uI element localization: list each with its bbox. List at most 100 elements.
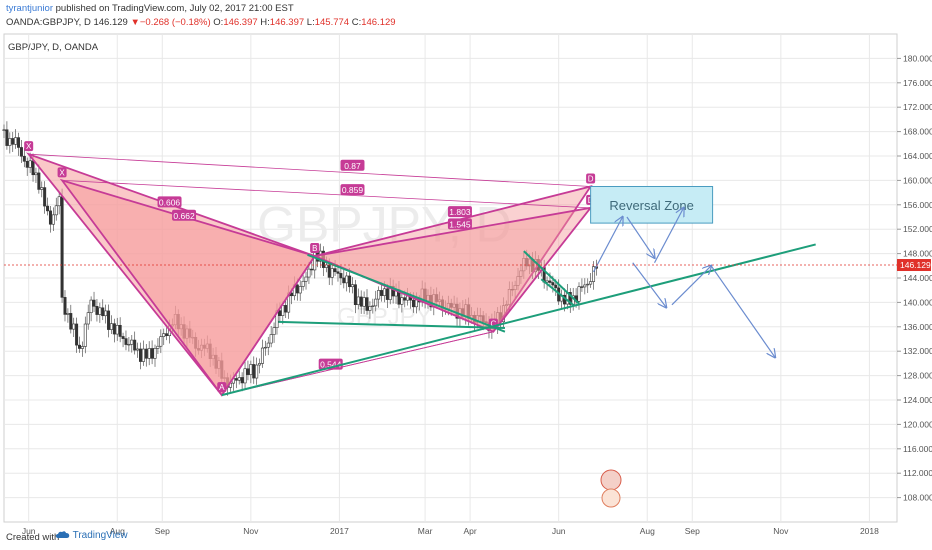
x-tick-label: Mar bbox=[418, 526, 433, 536]
candle-body bbox=[290, 292, 294, 297]
pattern-point-badge bbox=[586, 173, 596, 184]
y-tick-label: 148.000 bbox=[903, 249, 932, 259]
candle-body bbox=[138, 348, 142, 362]
candle-body bbox=[63, 297, 67, 315]
candle-body bbox=[101, 307, 105, 317]
author-badge-icon bbox=[600, 469, 622, 491]
candle-body bbox=[112, 323, 116, 335]
candle-body bbox=[121, 336, 125, 339]
x-tick-label: Apr bbox=[463, 526, 476, 536]
candle-body bbox=[95, 306, 99, 315]
pattern-point-label: C bbox=[490, 320, 496, 329]
candle-body bbox=[374, 298, 378, 307]
candle-body bbox=[269, 334, 273, 344]
scenario-arrow bbox=[671, 266, 711, 306]
trendline bbox=[540, 278, 576, 307]
candle-body bbox=[11, 138, 15, 145]
high-value: 146.397 bbox=[269, 17, 305, 28]
y-tick-label: 112.000 bbox=[903, 468, 932, 478]
candle-body bbox=[528, 258, 532, 267]
candle-body bbox=[356, 296, 360, 305]
created-with-text: Created with bbox=[6, 532, 60, 543]
x-tick-label: Sep bbox=[155, 526, 170, 536]
candle-body bbox=[69, 313, 73, 330]
candle-body bbox=[133, 339, 137, 351]
current-price-badge bbox=[897, 259, 931, 272]
candle-body bbox=[83, 323, 87, 347]
x-tick-label: Nov bbox=[243, 526, 259, 536]
candle-body bbox=[234, 378, 238, 381]
y-tick-label: 124.000 bbox=[903, 395, 932, 405]
y-tick-label: 172.000 bbox=[903, 102, 932, 112]
ratio-label: 0.87 bbox=[344, 161, 361, 171]
author-link[interactable]: tyrantjunior bbox=[6, 3, 53, 14]
tradingview-logo[interactable]: TradingView bbox=[56, 530, 128, 541]
candle-body bbox=[583, 284, 587, 288]
candle-body bbox=[252, 364, 256, 379]
ohlc-readout: OANDA:GBPJPY, D 146.129 ▼−0.268 (−0.18%)… bbox=[6, 17, 396, 28]
pattern-xd-line bbox=[62, 180, 591, 209]
candle-body bbox=[452, 303, 456, 308]
candle-body bbox=[455, 303, 459, 319]
candle-body bbox=[159, 336, 163, 347]
candle-body bbox=[72, 323, 76, 330]
x-tick-label: Jun bbox=[552, 526, 566, 536]
candle-body bbox=[339, 273, 343, 279]
candle-body bbox=[336, 271, 340, 274]
candle-body bbox=[37, 172, 41, 190]
candle-body bbox=[86, 312, 90, 325]
trendline bbox=[221, 243, 816, 397]
pattern-point-badge bbox=[217, 382, 227, 393]
candle-body bbox=[400, 297, 404, 305]
close-value: 146.129 bbox=[361, 17, 396, 28]
candle-body bbox=[414, 299, 418, 308]
candle-body bbox=[391, 285, 395, 297]
open-value: 146.397 bbox=[223, 17, 258, 28]
x-tick-label: Nov bbox=[773, 526, 789, 536]
candle-body bbox=[504, 304, 508, 307]
candle-body bbox=[371, 305, 375, 307]
candle-body bbox=[115, 324, 119, 335]
candle-body bbox=[345, 275, 349, 284]
candle-body bbox=[507, 288, 511, 305]
candle-body bbox=[98, 307, 102, 315]
candle-body bbox=[522, 258, 526, 272]
candle-body bbox=[255, 364, 259, 379]
candle-body bbox=[141, 348, 145, 362]
cloud-icon bbox=[56, 531, 70, 539]
candle-body bbox=[66, 313, 70, 315]
candle-body bbox=[319, 250, 323, 262]
candle-body bbox=[156, 345, 160, 349]
pattern-point-label: A bbox=[219, 383, 225, 392]
candle-body bbox=[60, 196, 64, 298]
candle-body bbox=[580, 286, 584, 288]
scenario-arrow bbox=[632, 262, 666, 308]
candle-body bbox=[307, 268, 311, 278]
candle-body bbox=[380, 290, 384, 296]
chart-header: tyrantjunior published on TradingView.co… bbox=[0, 0, 932, 34]
candle-body bbox=[51, 214, 55, 225]
y-tick-label: 120.000 bbox=[903, 419, 932, 429]
candle-body bbox=[284, 305, 288, 313]
change-arrow-icon: ▼ bbox=[130, 17, 140, 28]
candle-body bbox=[258, 363, 262, 366]
candle-body bbox=[48, 210, 52, 225]
candle-body bbox=[385, 288, 389, 300]
candle-body bbox=[31, 160, 35, 176]
candle-body bbox=[438, 299, 442, 302]
candle-body bbox=[136, 348, 140, 351]
candle-body bbox=[365, 297, 369, 311]
candle-body bbox=[40, 187, 44, 190]
y-tick-label: 128.000 bbox=[903, 371, 932, 381]
candle-body bbox=[310, 268, 314, 271]
pattern-xd-line bbox=[28, 153, 591, 187]
y-tick-label: 164.000 bbox=[903, 151, 932, 161]
ratio-badge bbox=[447, 218, 472, 230]
candle-body bbox=[519, 270, 523, 277]
publish-info: tyrantjunior published on TradingView.co… bbox=[6, 3, 294, 14]
low-value: 145.774 bbox=[314, 17, 350, 28]
candle-body bbox=[17, 137, 21, 148]
candle-body bbox=[304, 276, 308, 282]
candle-body bbox=[19, 147, 23, 157]
